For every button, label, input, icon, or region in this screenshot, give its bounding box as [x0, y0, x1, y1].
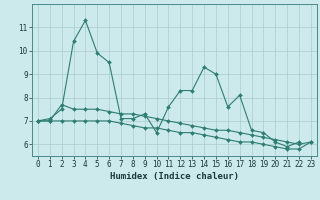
X-axis label: Humidex (Indice chaleur): Humidex (Indice chaleur) [110, 172, 239, 181]
